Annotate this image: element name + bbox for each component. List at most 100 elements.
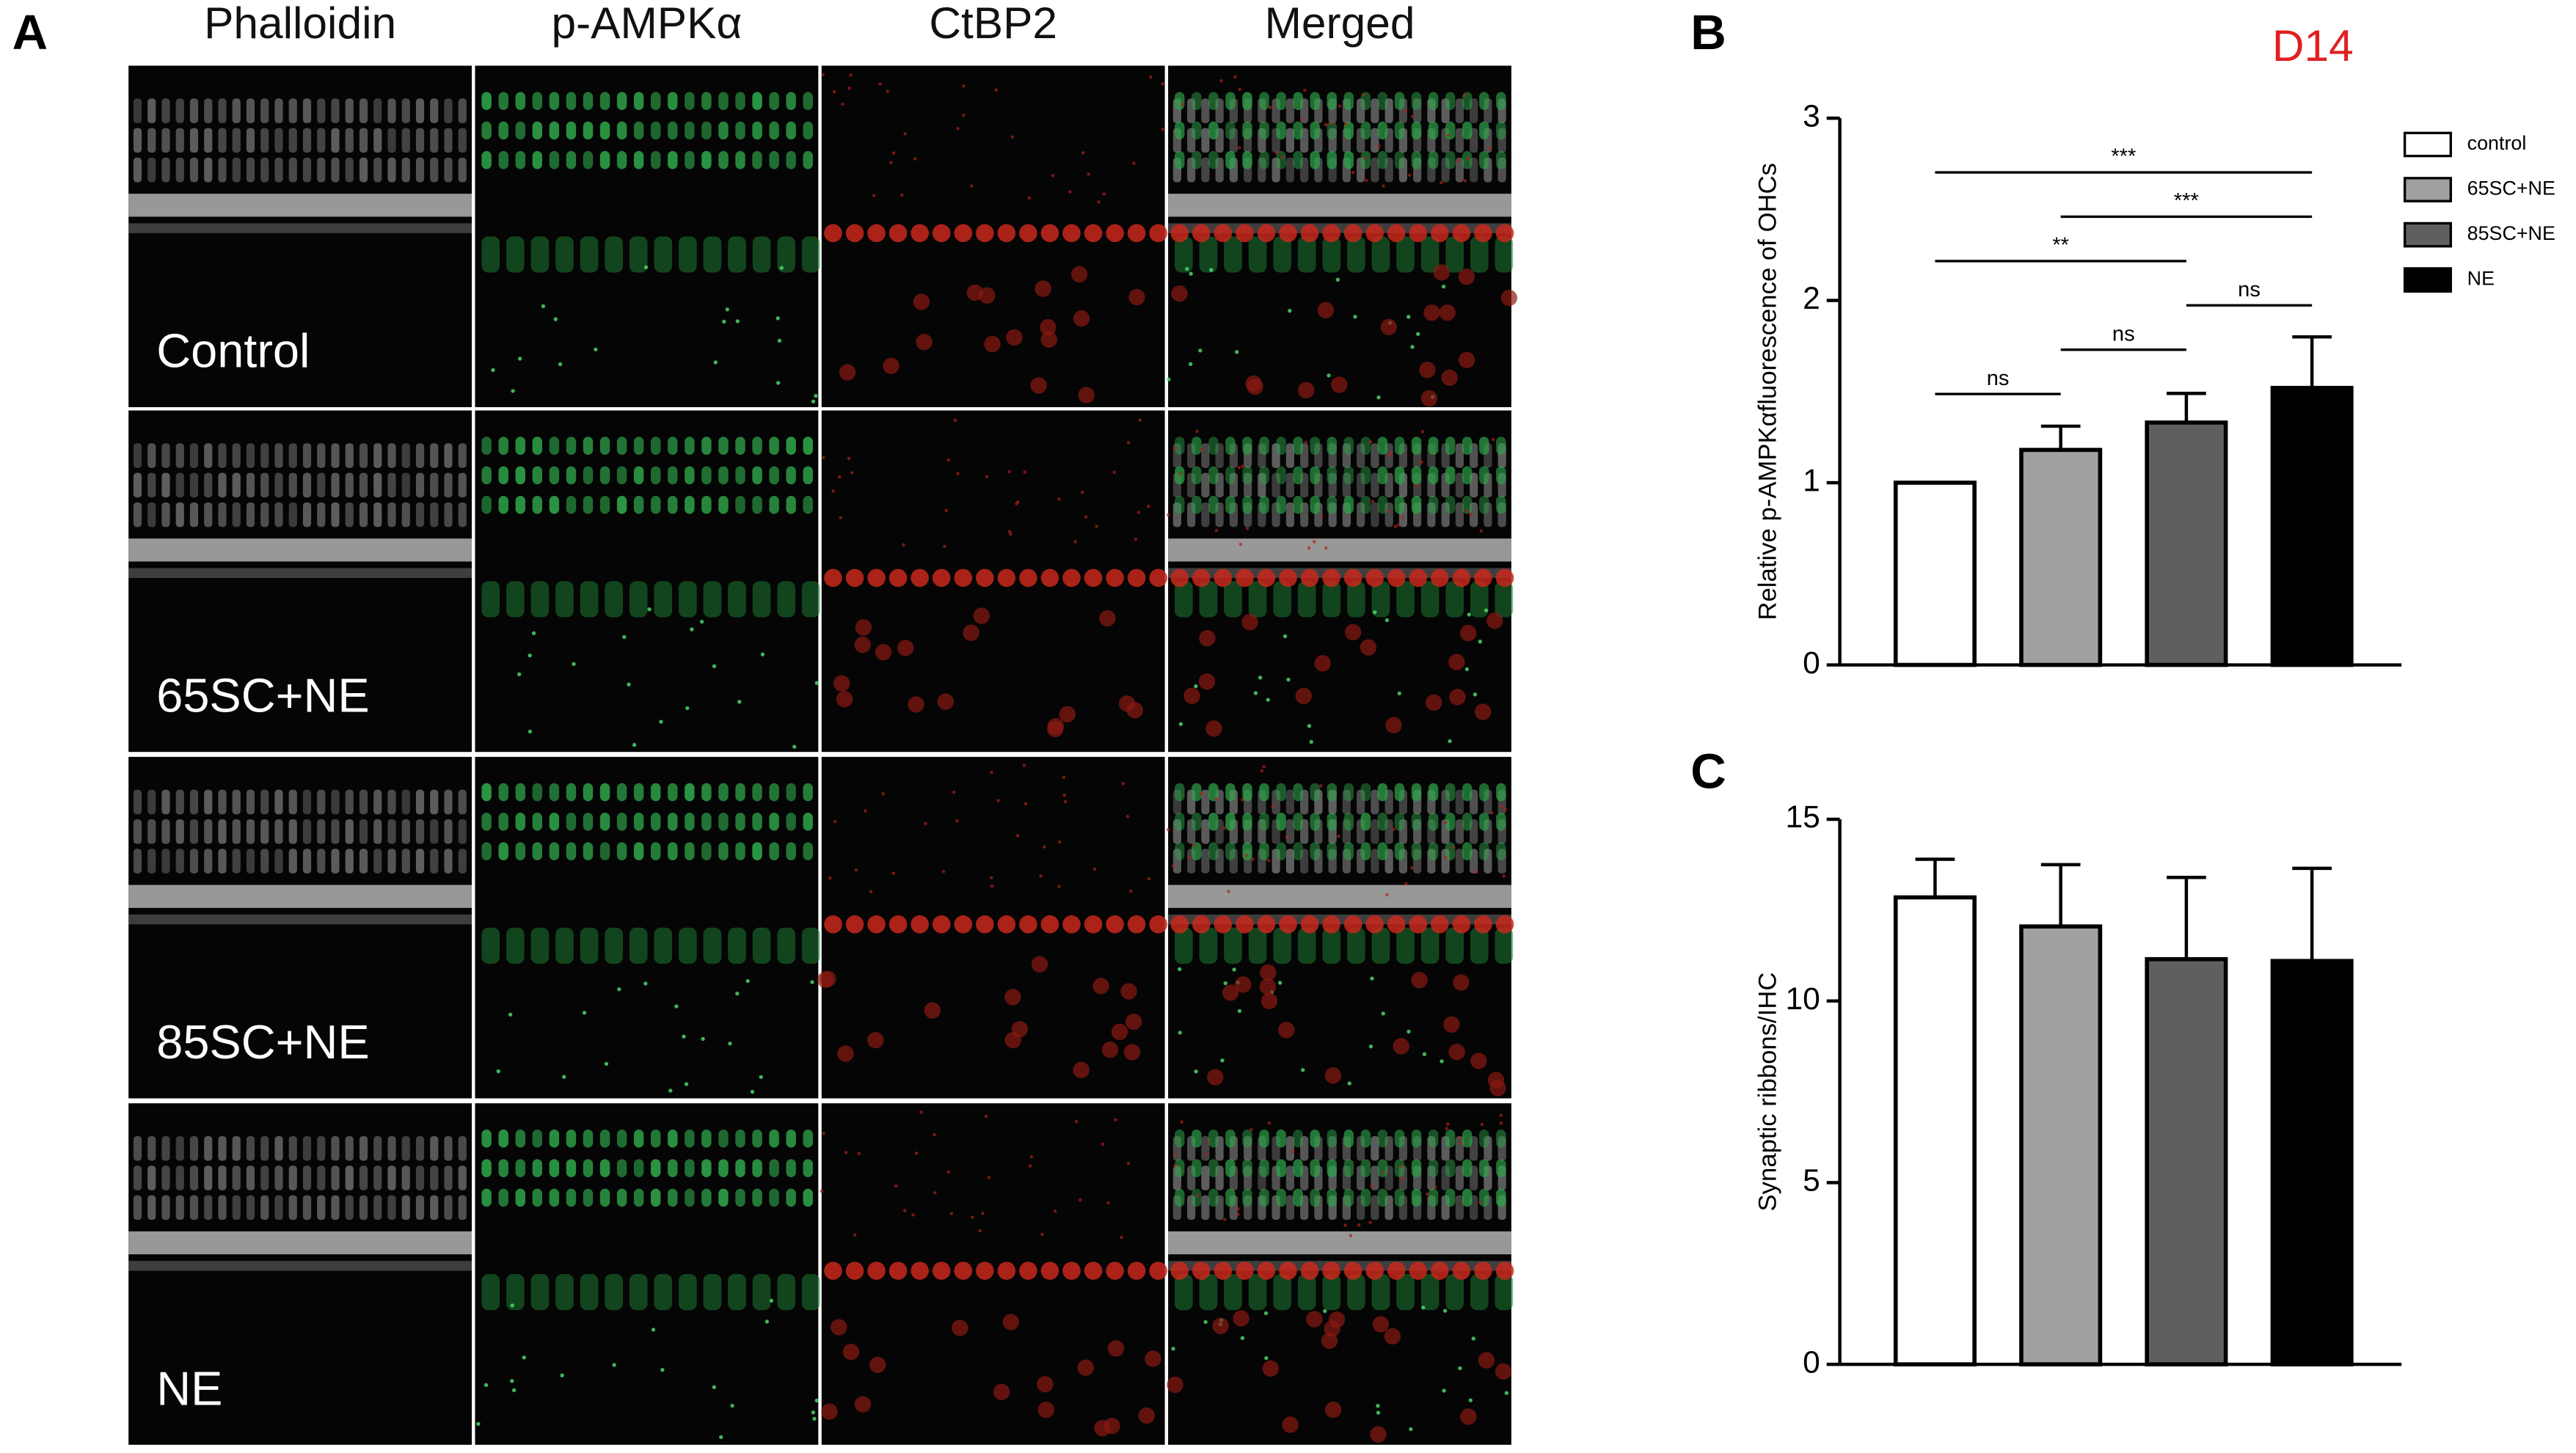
panel-label: B <box>1690 5 1726 60</box>
micrograph-grid <box>128 65 1518 1445</box>
ohc-signal <box>650 813 661 831</box>
hair-cell <box>1398 819 1408 844</box>
ribbon <box>878 82 882 86</box>
ihc-signal <box>1273 927 1291 964</box>
hair-cell <box>1285 1195 1295 1220</box>
hair-cell <box>147 849 156 874</box>
hair-cell <box>401 443 410 468</box>
nucleus <box>833 675 850 692</box>
ribbon <box>1387 453 1390 458</box>
nucleus <box>1300 224 1319 243</box>
ihc-signal <box>1273 581 1291 618</box>
ribbon <box>1214 797 1218 801</box>
puncta <box>508 1012 513 1017</box>
nucleus <box>1458 351 1475 368</box>
ohc-signal <box>498 842 508 860</box>
ohc-signal <box>481 1159 492 1177</box>
ohc-signal <box>1242 1130 1252 1148</box>
hair-cell <box>1201 1165 1210 1190</box>
nucleus <box>1343 915 1362 934</box>
ribbon <box>1267 858 1271 863</box>
hair-cell <box>1201 789 1210 815</box>
hair-cell <box>1484 1135 1492 1161</box>
nucleus <box>1107 1340 1125 1357</box>
ihc-signal <box>1396 236 1415 273</box>
hair-cell <box>317 472 326 498</box>
nucleus <box>1084 1262 1103 1280</box>
nucleus <box>1149 224 1167 243</box>
ohc-signal <box>1411 121 1422 140</box>
ohc-signal <box>1208 496 1219 514</box>
hair-cell <box>288 472 297 498</box>
ohc-signal <box>735 496 745 514</box>
ihc-signal <box>1175 1274 1193 1311</box>
ribbon <box>1245 527 1249 530</box>
hair-cell <box>246 157 255 183</box>
ohc-signal <box>549 466 560 485</box>
hair-cell <box>415 157 425 183</box>
ohc-signal <box>803 783 813 802</box>
ribbon <box>1318 784 1323 788</box>
nucleus <box>908 696 924 713</box>
ohc-signal <box>1327 1130 1337 1148</box>
ohc-signal <box>685 842 695 860</box>
ohc-signal <box>498 813 508 831</box>
hair-cell <box>317 128 326 153</box>
nucleus <box>1384 1328 1401 1345</box>
ohc-signal <box>566 121 577 140</box>
significance-label: *** <box>2174 189 2199 213</box>
hair-cell <box>274 1135 283 1161</box>
ribbon <box>822 1132 825 1135</box>
nucleus <box>1257 915 1276 934</box>
puncta <box>1189 362 1193 367</box>
ihc-signal <box>506 236 525 273</box>
puncta <box>1178 722 1183 726</box>
ihc-signal <box>1175 581 1193 618</box>
ohc-signal <box>1428 1130 1439 1148</box>
hair-cell <box>387 443 396 468</box>
legend-label: control <box>2467 132 2527 154</box>
ohc-signal <box>701 1188 712 1207</box>
ohc-signal <box>1496 150 1506 169</box>
ihc-signal <box>506 581 525 618</box>
hair-cell <box>1384 502 1393 527</box>
nucleus <box>954 568 973 588</box>
ribbon <box>1233 75 1237 79</box>
hair-cell <box>359 819 368 844</box>
hair-cell <box>1285 443 1295 468</box>
ohc-signal <box>566 1188 577 1207</box>
ohc-signal <box>1310 1130 1320 1148</box>
ihc-signal <box>1322 927 1341 964</box>
nucleus <box>975 915 994 934</box>
hair-cell <box>260 98 269 123</box>
hair-cell <box>373 819 382 844</box>
ohc-signal <box>1445 1159 1456 1177</box>
nucleus <box>1474 224 1492 243</box>
hair-cell <box>444 443 453 468</box>
ribbon <box>946 458 950 462</box>
ohc-signal <box>498 92 508 110</box>
ohc-signal <box>1360 150 1371 169</box>
ribbon <box>1440 180 1443 185</box>
ribbon <box>1147 876 1150 881</box>
hair-cell <box>317 819 326 844</box>
ohc-signal <box>1276 1130 1286 1148</box>
hair-cell <box>458 157 467 183</box>
ribbon <box>1488 147 1492 150</box>
hair-cell <box>458 128 467 153</box>
ohc-signal <box>1327 436 1337 455</box>
ohc-signal <box>735 783 745 802</box>
hair-cell <box>1371 1195 1379 1220</box>
hair-cell <box>274 472 283 498</box>
puncta <box>722 319 726 324</box>
ohc-signal <box>1479 813 1489 831</box>
ihc-signal <box>629 1274 648 1311</box>
ohc-signal <box>701 436 712 455</box>
ribbon <box>1062 794 1066 797</box>
hair-cell <box>415 98 425 123</box>
ohc-signal <box>1310 92 1320 110</box>
ihc-signal <box>1297 581 1316 618</box>
ribbon <box>839 516 842 520</box>
ribbon <box>911 1213 915 1217</box>
nucleus <box>1409 568 1428 588</box>
